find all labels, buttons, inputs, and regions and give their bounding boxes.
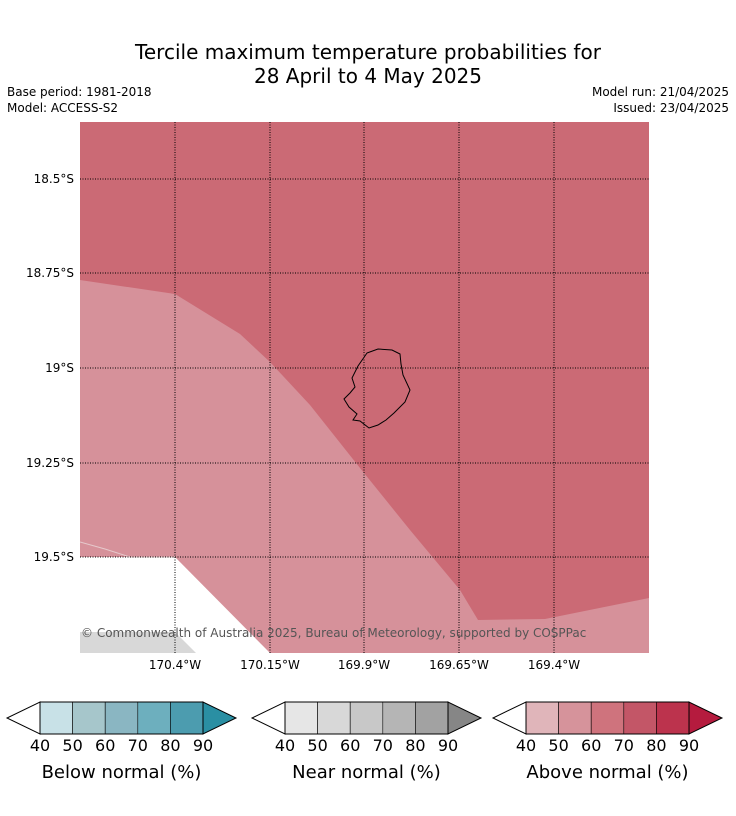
colorbar-below-cell [39, 701, 73, 735]
region-near-50-60 [80, 632, 196, 653]
lat-label-19-25: 19.25°S [26, 456, 74, 470]
colorbar-above-cell [623, 701, 657, 735]
colorbar-above-cell [656, 701, 690, 735]
colorbar-below-title: Below normal (%) [42, 762, 202, 783]
colorbar-near-cell [317, 701, 351, 735]
colorbar-near-cell [284, 701, 318, 735]
colorbar-below: 40 50 60 70 80 90 Below normal (%) [5, 701, 238, 783]
colorbar-below-tick-label: 60 [95, 736, 115, 755]
lat-label-18-5: 18.5°S [34, 172, 74, 186]
map-area: © Commonwealth of Australia 2025, Bureau… [80, 122, 649, 653]
colorbar-above-tick-label: 90 [679, 736, 699, 755]
legend-colorbars: 40 50 60 70 80 90 Below normal (%) 40 50 60 70 80 90… [5, 701, 724, 783]
colorbar-below-low-extension [5, 701, 41, 735]
lon-label-169-65: 169.65°W [429, 658, 489, 672]
copyright-text: © Commonwealth of Australia 2025, Bureau… [81, 626, 586, 640]
colorbar-above-cell [590, 701, 625, 735]
colorbar-near-cell [382, 701, 416, 735]
colorbar-near-low-extension [250, 701, 286, 735]
niue-island-outline [343, 348, 411, 429]
colorbar-near-frame [284, 701, 449, 735]
colorbar-above-high-extension [688, 701, 724, 735]
lon-label-170-4: 170.4°W [149, 658, 201, 672]
colorbar-near-tick-label: 40 [275, 736, 295, 755]
region-above-50-60 [80, 280, 649, 653]
colorbar-below-cell [104, 701, 139, 735]
colorbar-above-low-extension [491, 701, 527, 735]
colorbar-above-cell [558, 701, 592, 735]
colorbar-near-high-extension [447, 701, 483, 735]
colorbar-below-cell [72, 701, 106, 735]
colorbar-above-cell [525, 701, 559, 735]
colorbar-below-tick-label: 80 [160, 736, 180, 755]
colorbar-below-tick-label: 50 [62, 736, 82, 755]
colorbar-above-title: Above normal (%) [526, 762, 688, 783]
lat-label-19-5: 19.5°S [34, 550, 74, 564]
colorbar-near-cell [415, 701, 449, 735]
colorbar-below-tick-label: 40 [30, 736, 50, 755]
lon-axis-labels: 170.4°W 170.15°W 169.9°W 169.65°W 169.4°… [149, 658, 580, 672]
colorbar-below-tick-label: 70 [128, 736, 148, 755]
colorbar-above-tick-label: 40 [516, 736, 536, 755]
lat-label-18-75: 18.75°S [26, 266, 74, 280]
colorbar-above-tick-label: 80 [646, 736, 666, 755]
colorbar-below-cell [137, 701, 171, 735]
colorbar-near-tick-label: 80 [405, 736, 425, 755]
colorbar-below-frame [39, 701, 204, 735]
colorbar-above-tick-label: 50 [548, 736, 568, 755]
colorbar-above: 40 50 60 70 80 90 Above normal (%) [491, 701, 724, 783]
colorbar-near-tick-label: 50 [307, 736, 327, 755]
lon-label-170-15: 170.15°W [240, 658, 300, 672]
base-period-text: Base period: 1981-2018 [7, 85, 152, 99]
chart-title-line2: 28 April to 4 May 2025 [254, 64, 482, 88]
colorbar-below-cell [170, 701, 204, 735]
colorbar-near-title: Near normal (%) [292, 762, 441, 783]
colorbar-above-frame [525, 701, 690, 735]
colorbar-above-tick-label: 70 [614, 736, 634, 755]
model-run-text: Model run: 21/04/2025 [591, 85, 729, 99]
colorbar-below-high-extension [202, 701, 238, 735]
chart-title-line1: Tercile maximum temperature probabilitie… [135, 40, 601, 64]
colorbar-below-tick-label: 90 [193, 736, 213, 755]
lon-label-169-4: 169.4°W [528, 658, 580, 672]
colorbar-near: 40 50 60 70 80 90 Near normal (%) [250, 701, 483, 783]
graticule [80, 122, 649, 653]
colorbar-near-tick-label: 60 [340, 736, 360, 755]
colorbar-near-tick-label: 90 [438, 736, 458, 755]
model-text: Model: ACCESS-S2 [7, 101, 119, 115]
colorbar-near-cell [349, 701, 384, 735]
colorbar-above-tick-label: 60 [581, 736, 601, 755]
lon-label-169-9: 169.9°W [338, 658, 390, 672]
lat-label-19: 19°S [45, 361, 74, 375]
issued-text: Issued: 23/04/2025 [613, 101, 729, 115]
lat-axis-labels: 18.5°S 18.75°S 19°S 19.25°S 19.5°S [26, 172, 74, 564]
colorbar-near-tick-label: 70 [373, 736, 393, 755]
